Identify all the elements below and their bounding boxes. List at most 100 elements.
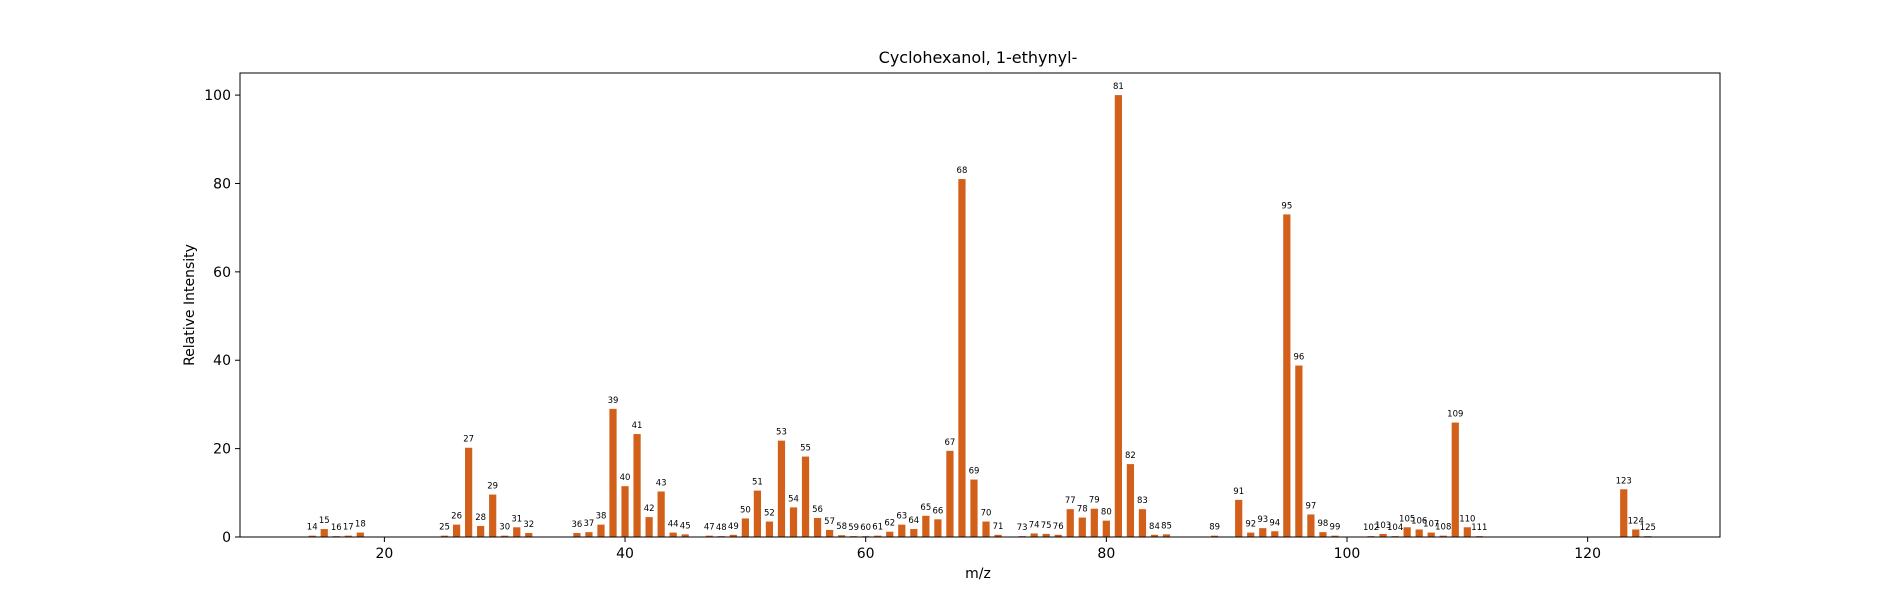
peak-label-66: 66 xyxy=(932,506,943,516)
peak-label-32: 32 xyxy=(523,520,534,530)
peak-label-44: 44 xyxy=(668,520,679,530)
bar-mz-103 xyxy=(1379,533,1387,537)
y-tick-label: 20 xyxy=(213,442,231,458)
x-tick-label: 20 xyxy=(375,546,393,562)
peak-label-89: 89 xyxy=(1209,523,1220,533)
bar-mz-94 xyxy=(1271,531,1279,537)
x-tick-label: 80 xyxy=(1097,546,1115,562)
bar-mz-124 xyxy=(1632,529,1640,537)
x-tick-label: 60 xyxy=(857,546,875,562)
peak-label-39: 39 xyxy=(608,396,619,406)
bar-mz-83 xyxy=(1138,509,1147,537)
peak-label-49: 49 xyxy=(728,522,739,532)
bar-mz-51 xyxy=(753,490,762,537)
peak-label-79: 79 xyxy=(1089,496,1100,506)
bar-mz-79 xyxy=(1090,508,1098,537)
bar-mz-31 xyxy=(513,527,521,537)
bar-mz-50 xyxy=(741,518,749,537)
peak-label-40: 40 xyxy=(620,473,631,483)
x-axis: 20 40 60 80 100 120 xyxy=(375,537,1601,562)
bar-mz-96 xyxy=(1295,365,1303,537)
peak-label-37: 37 xyxy=(584,519,595,529)
peak-label-99: 99 xyxy=(1330,523,1341,533)
bar-mz-91 xyxy=(1235,499,1243,537)
peak-label-55: 55 xyxy=(800,444,811,454)
peak-label-73: 73 xyxy=(1017,523,1028,533)
x-tick-label: 100 xyxy=(1334,546,1361,562)
peak-label-77: 77 xyxy=(1065,496,1076,506)
peak-label-57: 57 xyxy=(824,517,835,527)
peak-label-125: 125 xyxy=(1640,523,1656,533)
peak-label-42: 42 xyxy=(644,504,655,514)
y-tick-label: 60 xyxy=(213,265,231,281)
x-tick-label: 120 xyxy=(1574,546,1601,562)
bar-mz-61 xyxy=(874,535,882,537)
peak-label-63: 63 xyxy=(896,512,907,522)
peak-label-107: 107 xyxy=(1423,520,1439,530)
peak-label-82: 82 xyxy=(1125,451,1136,461)
bar-mz-66 xyxy=(934,519,942,537)
bar-mz-64 xyxy=(910,529,918,537)
peak-label-80: 80 xyxy=(1101,508,1112,518)
bar-mz-84 xyxy=(1150,534,1159,537)
peak-label-75: 75 xyxy=(1041,521,1052,531)
bar-mz-15 xyxy=(320,529,328,537)
peak-label-47: 47 xyxy=(704,523,715,533)
bar-mz-25 xyxy=(440,535,449,537)
peak-label-50: 50 xyxy=(740,505,751,515)
peak-label-52: 52 xyxy=(764,509,775,519)
bar-mz-43 xyxy=(657,491,665,537)
bar-mz-71 xyxy=(994,534,1002,537)
bar-mz-65 xyxy=(922,515,930,537)
bar-mz-76 xyxy=(1054,534,1062,537)
bar-mz-92 xyxy=(1247,532,1255,537)
bar-mz-57 xyxy=(825,529,834,537)
peak-label-105: 105 xyxy=(1399,514,1415,524)
bar-mz-99 xyxy=(1331,535,1339,537)
bar-mz-26 xyxy=(452,524,461,537)
peak-label-31: 31 xyxy=(511,514,522,524)
bar-mz-69 xyxy=(970,479,978,537)
bar-mz-37 xyxy=(585,532,593,537)
peak-label-123: 123 xyxy=(1616,476,1632,486)
peak-label-64: 64 xyxy=(908,516,919,526)
peak-label-93: 93 xyxy=(1257,515,1268,525)
bar-mz-29 xyxy=(489,494,497,537)
peak-label-102: 102 xyxy=(1363,523,1379,533)
bar-mz-70 xyxy=(982,521,990,537)
y-tick-label: 100 xyxy=(204,88,231,104)
peak-label-25: 25 xyxy=(439,523,450,533)
peak-label-14: 14 xyxy=(307,523,318,533)
peak-label-69: 69 xyxy=(969,467,980,477)
bar-mz-36 xyxy=(573,533,581,537)
chart-title: Cyclohexanol, 1-ethynyl- xyxy=(879,48,1078,67)
bar-mz-68 xyxy=(958,179,966,537)
x-axis-label: m/z xyxy=(965,566,991,582)
bar-mz-27 xyxy=(465,447,473,537)
peak-label-76: 76 xyxy=(1053,522,1064,532)
peak-label-78: 78 xyxy=(1077,505,1088,515)
bar-mz-107 xyxy=(1427,532,1435,537)
bar-mz-97 xyxy=(1307,514,1315,537)
peak-label-53: 53 xyxy=(776,428,787,438)
y-axis: 0 20 40 60 80 100 xyxy=(204,88,240,546)
peak-label-103: 103 xyxy=(1375,521,1391,531)
peak-label-91: 91 xyxy=(1233,487,1244,497)
bar-mz-98 xyxy=(1319,532,1327,537)
bar-mz-62 xyxy=(886,531,894,537)
bar-mz-85 xyxy=(1162,534,1171,537)
peak-label-68: 68 xyxy=(957,166,968,176)
y-tick-label: 80 xyxy=(213,176,231,192)
bar-mz-74 xyxy=(1030,533,1038,537)
peak-label-106: 106 xyxy=(1411,516,1427,526)
peak-label-104: 104 xyxy=(1387,523,1403,533)
bar-mz-123 xyxy=(1620,489,1628,537)
peak-label-92: 92 xyxy=(1245,520,1256,530)
bar-mz-77 xyxy=(1066,509,1074,537)
peak-label-36: 36 xyxy=(571,520,582,530)
bar-mz-28 xyxy=(477,525,485,537)
peak-label-110: 110 xyxy=(1459,514,1475,524)
bar-mz-109 xyxy=(1451,422,1459,537)
